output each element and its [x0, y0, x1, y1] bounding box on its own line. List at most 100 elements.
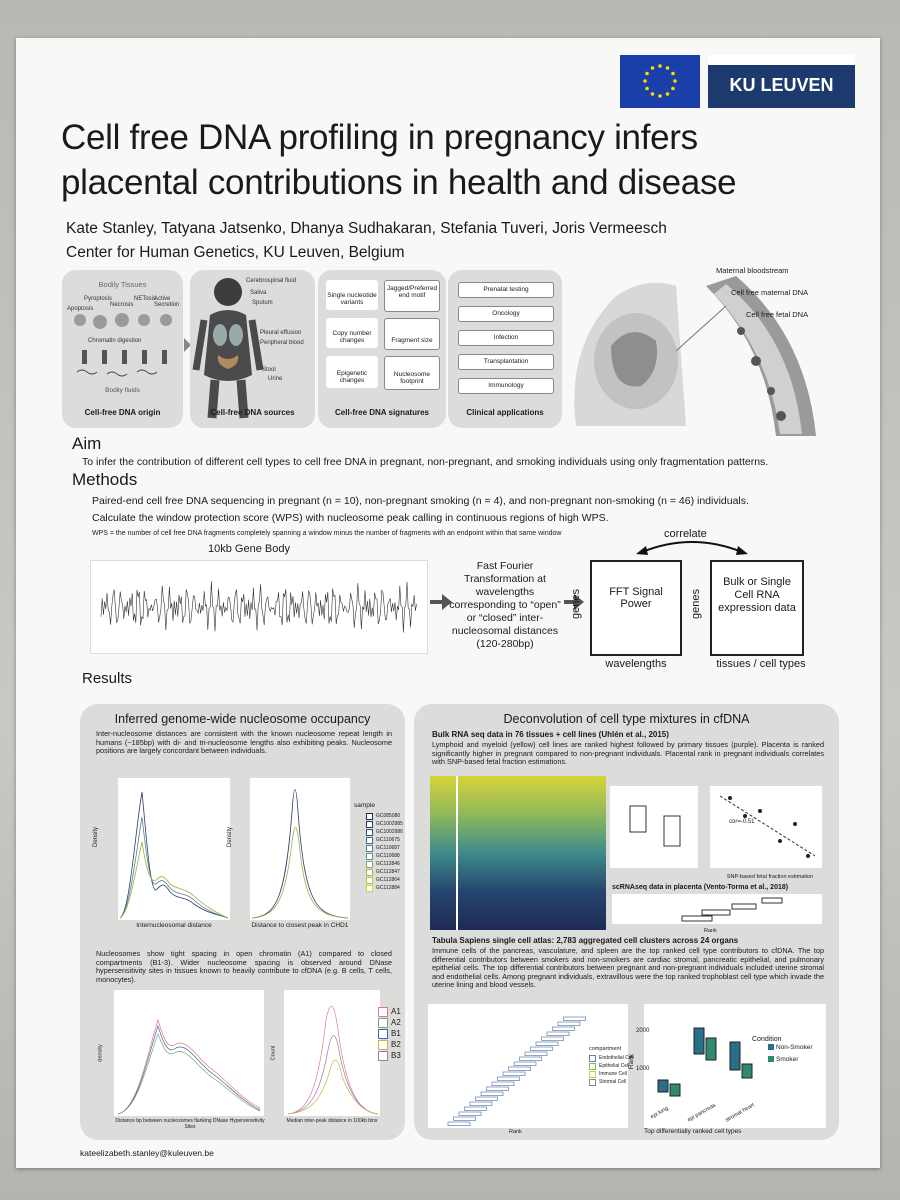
aim-heading: Aim	[72, 434, 102, 453]
shape	[768, 1044, 774, 1050]
legend-swatch	[366, 876, 373, 884]
correlate-arrow	[636, 541, 748, 555]
legend-label: GC110688	[376, 853, 400, 859]
legend-title: sample	[354, 802, 375, 809]
placenta-label: Maternal bloodstream	[716, 266, 789, 275]
legend-label: GC110687	[376, 845, 400, 851]
legend-label: Immune Cell	[599, 1071, 628, 1077]
legend-label: GC085980	[376, 813, 401, 819]
legend-entry: B3	[378, 1050, 401, 1061]
shape	[138, 314, 150, 326]
shape	[719, 795, 816, 857]
label: Bodily fluids	[105, 387, 140, 394]
shape	[778, 839, 782, 843]
shape	[117, 1033, 261, 1115]
shape	[162, 350, 167, 364]
shape	[611, 332, 657, 387]
shape	[119, 816, 229, 919]
shape	[115, 313, 129, 327]
box	[469, 1101, 493, 1106]
tick-label: 1000	[636, 1066, 650, 1072]
poster: KU LEUVEN Cell free DNA profiling in pre…	[16, 38, 880, 1168]
axis-label: genes	[689, 589, 702, 619]
box-label: FFT Signal Power	[609, 586, 663, 610]
label: Fragment size	[391, 337, 433, 344]
shape	[102, 350, 107, 364]
legend-title: compartment	[589, 1046, 622, 1052]
legend-entry: Epithelial Cell	[589, 1062, 634, 1070]
legend-entry: GC110687	[366, 844, 403, 852]
label: Single nucleotide variants	[327, 292, 377, 306]
correlate-label: correlate	[664, 528, 707, 540]
signature-box: Nucleosome footprint	[384, 356, 440, 390]
density-plots	[118, 778, 350, 920]
shape	[793, 822, 797, 826]
placenta-rank-plots	[610, 786, 822, 868]
application-box: Prenatal testing	[458, 282, 554, 298]
legend-swatch	[589, 1062, 596, 1070]
body-illustration	[192, 278, 264, 419]
legend-swatch	[366, 868, 373, 876]
overview-panel: Prenatal testing Oncology Infection Tran…	[448, 270, 562, 428]
section-heading: Bulk RNA seq data in 76 tissues + cell l…	[432, 730, 669, 739]
label: Active Secretion	[154, 296, 180, 308]
shape	[122, 350, 127, 364]
shape	[117, 1005, 379, 1115]
legend-label: A2	[391, 1018, 401, 1027]
placenta-label: Cell free maternal DNA	[731, 288, 809, 297]
box	[513, 1061, 537, 1066]
shape	[204, 310, 252, 381]
fft-box: FFT Signal Power	[590, 560, 682, 656]
shape	[710, 786, 822, 868]
shape	[705, 1037, 717, 1061]
shape	[761, 897, 783, 904]
shape	[714, 284, 802, 434]
application-box: Transplantation	[458, 354, 554, 370]
shape	[657, 1079, 669, 1093]
overview-panel: Bodily Tissues Apoptosis Pyroptosis Necr…	[62, 270, 183, 428]
panel-title: Inferred genome-wide nucleosome occupanc…	[114, 712, 371, 726]
legend-label: Endothelial Cell	[599, 1055, 634, 1061]
legend: Endothelial Cell Epithelial Cell Immune Ce…	[589, 1054, 634, 1086]
box	[508, 1066, 531, 1071]
star	[645, 71, 649, 76]
shape	[693, 1027, 705, 1055]
box	[557, 1021, 581, 1026]
legend-entry: GC110675	[366, 836, 403, 844]
axis-label: Top differentially ranked cell types	[644, 1128, 742, 1135]
label: Sputum	[252, 300, 273, 306]
overview-panel: Single nucleotide variants Jagged/Prefer…	[318, 270, 446, 428]
panel-caption: Cell-free DNA signatures	[335, 408, 429, 417]
methods-text: Paired-end cell free DNA sequencing in p…	[92, 495, 749, 507]
axis-label: genes	[569, 589, 582, 619]
legend-entry: GC1002985	[366, 820, 403, 828]
box	[458, 1111, 482, 1116]
results-right: Deconvolution of cell type mixtures in c…	[414, 704, 839, 1140]
shape	[729, 1041, 741, 1071]
legend-entry: Endothelial Cell	[589, 1054, 634, 1062]
label: Epigenetic changes	[336, 370, 368, 384]
legend-label: GC112847	[376, 869, 400, 875]
box	[475, 1096, 498, 1101]
panel-title: Deconvolution of cell type mixtures in c…	[503, 712, 750, 726]
legend-entry: A1	[378, 1006, 401, 1017]
legend-title: Condition	[752, 1036, 782, 1043]
placenta-label: Cell free fetal DNA	[746, 310, 809, 319]
legend-label: B3	[391, 1051, 401, 1060]
heatmap-divider	[456, 776, 458, 930]
box	[563, 1016, 586, 1021]
shape	[728, 796, 732, 800]
legend-swatch	[378, 1039, 388, 1050]
legend-entry: A2	[378, 1017, 401, 1028]
label: Pleural effusion	[260, 330, 302, 336]
application-box: Immunology	[458, 378, 554, 394]
shape	[287, 1059, 379, 1115]
label: NETosis	[134, 296, 157, 302]
title: placental contributions in health and di…	[61, 163, 737, 202]
section-heading: Tabula Sapiens single cell atlas: 2,783 …	[432, 936, 739, 945]
star	[645, 86, 649, 91]
arrow	[430, 600, 444, 604]
shape	[743, 814, 747, 818]
box	[464, 1106, 487, 1111]
box	[502, 1071, 526, 1076]
